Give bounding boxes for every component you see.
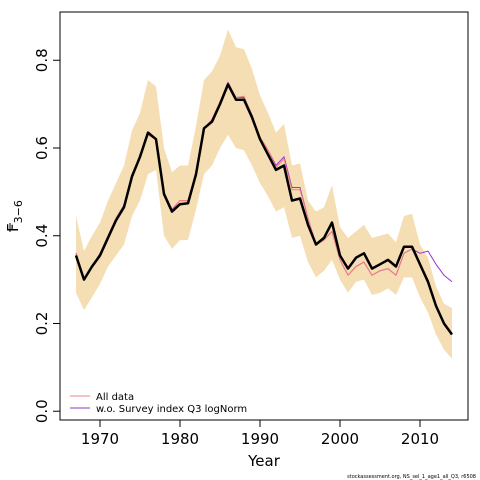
legend-label-all-data: All data (96, 392, 134, 403)
y-axis-title: F3−6 (4, 200, 25, 232)
y-tick-label-2: 0.4 (33, 224, 51, 248)
x-axis-title: Year (247, 452, 281, 470)
y-tick-label-1: 0.2 (33, 312, 51, 336)
footer-credit: stockassessment.org, NS_sel_1_age1_all_Q… (347, 474, 476, 480)
svg-text:F3−6: F3−6 (4, 200, 25, 232)
confidence-band-layer (76, 29, 452, 359)
x-axis: 1970 1980 1990 2000 2010 (81, 420, 439, 448)
series-layer (74, 81, 454, 336)
confidence-band (76, 29, 452, 359)
y-axis: 0.0 0.2 0.4 0.6 0.8 (33, 48, 60, 423)
x-tick-label-1970: 1970 (81, 430, 119, 448)
y-tick-label-3: 0.6 (33, 136, 51, 160)
legend: All data w.o. Survey index Q3 logNorm (70, 392, 247, 415)
series-line-main-estimate (74, 83, 454, 336)
y-axis-title-subscript: 3−6 (12, 200, 25, 223)
x-tick-label-1990: 1990 (241, 430, 279, 448)
x-tick-label-2000: 2000 (321, 430, 359, 448)
y-tick-label-4: 0.8 (33, 48, 51, 72)
legend-label-wo-survey: w.o. Survey index Q3 logNorm (96, 404, 247, 415)
plot-frame (59, 11, 469, 421)
y-axis-title-main: F (4, 223, 22, 232)
x-tick-label-1980: 1980 (161, 430, 199, 448)
x-tick-label-2010: 2010 (401, 430, 439, 448)
y-tick-label-0: 0.0 (33, 399, 51, 423)
